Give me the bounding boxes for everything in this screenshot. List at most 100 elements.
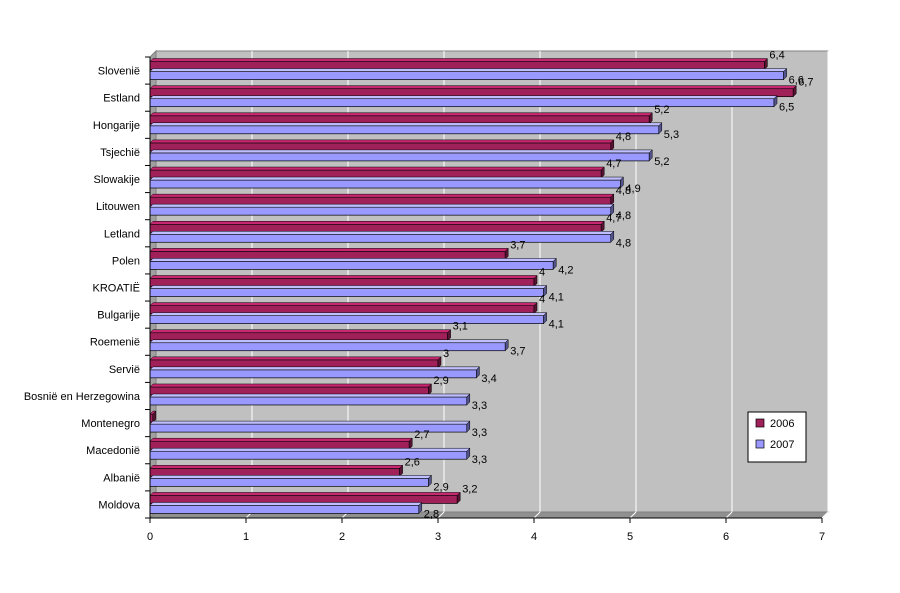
bar-end xyxy=(466,393,471,406)
bar-top xyxy=(149,339,509,343)
x-tick-label: 2 xyxy=(339,531,345,543)
bar-end xyxy=(466,447,471,460)
bar-2007 xyxy=(149,366,481,379)
category-label: Slowakije xyxy=(94,174,140,186)
category-label: Roemeniё xyxy=(90,337,140,349)
x-tick-label: 7 xyxy=(819,531,825,543)
bar-end xyxy=(648,149,653,162)
bar-end xyxy=(648,112,653,125)
bar-front xyxy=(149,152,650,162)
bar-end xyxy=(447,329,451,342)
data-label: 3,3 xyxy=(472,427,487,439)
bar-end xyxy=(610,203,615,216)
gridline-floor xyxy=(821,511,829,519)
data-label: 4,1 xyxy=(549,319,564,331)
bar-top xyxy=(149,193,615,198)
bar-top xyxy=(149,176,625,181)
category-label: Letland xyxy=(104,228,140,240)
bar-top xyxy=(149,383,433,388)
bar-front xyxy=(149,315,544,324)
bar-end xyxy=(552,257,557,270)
bar-end xyxy=(610,193,615,206)
bar-top xyxy=(149,329,452,333)
bar-top xyxy=(149,475,433,479)
bar-2007 xyxy=(149,474,433,487)
bar-end xyxy=(533,302,538,315)
data-label: 2,7 xyxy=(414,429,429,441)
data-label: 4,8 xyxy=(616,131,631,143)
bar-2007 xyxy=(149,176,625,189)
bar-end xyxy=(428,383,432,396)
bar-top xyxy=(149,285,548,289)
data-label: 4 xyxy=(539,267,545,279)
gridline-floor xyxy=(533,511,541,519)
axes: Sloveniё Estland Hongarije Tsjechiё Slowakij… xyxy=(24,56,825,543)
bar-top xyxy=(149,420,471,425)
data-label: 5,2 xyxy=(654,156,669,168)
bar-front xyxy=(149,477,429,487)
bar-top xyxy=(149,58,769,62)
category-label: Macedoniё xyxy=(86,445,140,457)
bar-end xyxy=(600,220,605,233)
data-label: 4,1 xyxy=(549,292,564,304)
data-label: 4,7 xyxy=(606,158,621,170)
data-label: 4,8 xyxy=(616,237,631,249)
bar-end xyxy=(543,312,547,325)
bar-top xyxy=(149,203,615,208)
bar-top xyxy=(149,85,797,89)
bar-2006 xyxy=(149,193,615,206)
data-label: 5,2 xyxy=(654,104,669,116)
bar-2006 xyxy=(149,302,538,315)
category-label: Albaniё xyxy=(103,472,140,484)
bar-end xyxy=(428,474,432,487)
bar-front xyxy=(149,288,544,297)
data-label: 3,1 xyxy=(453,321,468,333)
category-label: KROATIЁ xyxy=(93,283,140,295)
data-label: 3,3 xyxy=(472,454,487,466)
category-label: Bosniё en Herzegowina xyxy=(24,391,141,403)
bar-top xyxy=(149,95,778,99)
bar-end xyxy=(437,356,442,369)
bar-end xyxy=(764,57,768,71)
bar-2007 xyxy=(149,95,778,108)
x-tick-label: 5 xyxy=(627,531,633,543)
bar-2006 xyxy=(149,329,452,342)
x-tick-label: 0 xyxy=(147,531,153,543)
legend-label: 2006 xyxy=(770,418,794,430)
bar-end xyxy=(456,491,461,505)
data-label: 6,4 xyxy=(769,50,784,62)
bar-top xyxy=(149,68,788,72)
bar-end xyxy=(543,284,547,298)
bar-top xyxy=(149,275,538,279)
bar-top xyxy=(149,447,471,452)
bar-front xyxy=(149,98,775,108)
bar-top xyxy=(149,112,653,117)
bar-2007 xyxy=(149,203,615,216)
bar-front xyxy=(149,125,660,135)
bar-top xyxy=(149,221,605,225)
bar-top xyxy=(149,366,481,371)
category-label: Bulgarije xyxy=(97,310,140,322)
gridline-floor xyxy=(629,511,637,519)
bar-top xyxy=(149,492,461,496)
bar-end xyxy=(658,122,663,135)
data-label: 2,6 xyxy=(405,456,420,468)
x-tick-label: 1 xyxy=(243,531,249,543)
bars xyxy=(149,57,797,515)
bar-2007 xyxy=(149,447,471,460)
bar-end xyxy=(504,247,509,260)
bar-end xyxy=(476,366,480,379)
category-label: Tsjechiё xyxy=(100,147,140,159)
bar-2006 xyxy=(149,247,509,260)
data-label: 2,9 xyxy=(433,481,448,493)
bar-top xyxy=(149,312,548,316)
bar-top xyxy=(149,231,615,235)
data-label: 3,3 xyxy=(472,400,487,412)
bar-top xyxy=(149,393,471,398)
bar-top xyxy=(149,248,509,252)
category-label: Sloveniё xyxy=(98,66,140,78)
data-label: 3 xyxy=(443,348,449,360)
bar-end xyxy=(773,95,778,108)
category-label: Montenegro xyxy=(81,418,140,430)
